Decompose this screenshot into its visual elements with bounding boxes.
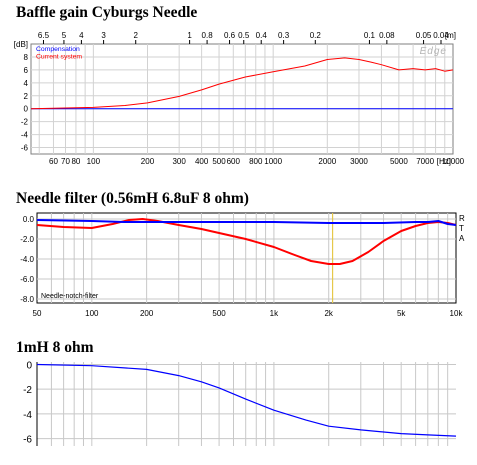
chart1-x-tick-label: 70 — [61, 157, 70, 166]
chart2-x-tick-label: 500 — [212, 309, 226, 318]
chart1-x-tick-label: 500 — [212, 157, 226, 166]
chart2-legend-text: Needle-notch-filter — [41, 293, 99, 300]
chart2-y-tick-label: -8.0 — [20, 295, 34, 304]
chart2-y-tick-label: -4.0 — [20, 255, 34, 264]
chart1-y-tick-label: 8 — [24, 53, 29, 62]
chart2-x-tick-label: 2k — [324, 309, 333, 318]
chart2-plot-area — [36, 212, 457, 304]
chart1-top-tick-label: 0.4 — [256, 31, 268, 40]
chart1-x-tick-label: 800 — [249, 157, 263, 166]
chart1-x-tick-label: 3000 — [350, 157, 368, 166]
chart2-x-tick-label: 5k — [397, 309, 406, 318]
chart1-series-current-system — [30, 57, 454, 110]
chart2-title: Needle filter (0.56mH 6.8uF 8 ohm) — [16, 190, 249, 207]
chart3-y-tick-label: -4 — [23, 410, 32, 421]
chart1-top-tick-label: 0.3 — [278, 31, 290, 40]
chart2-series-1 — [36, 218, 457, 265]
chart1-x-tick-label: 2000 — [318, 157, 336, 166]
chart1-legend-current-system: Current system — [36, 54, 82, 61]
chart2-side-label-r: R — [459, 214, 465, 223]
chart2-side-label-t: T — [459, 224, 464, 233]
chart3-y-tick-label: -2 — [23, 385, 32, 396]
chart1-top-tick-label: 0.6 — [224, 31, 236, 40]
chart1-plot-area — [30, 43, 454, 155]
chart1-y-tick-label: -4 — [21, 131, 29, 140]
chart1-x-tick-label: 5000 — [390, 157, 408, 166]
chart1-x-tick-label: 7000 — [416, 157, 434, 166]
chart1-y-tick-label: -6 — [21, 144, 29, 153]
chart1-title: Baffle gain Cyburgs Needle — [16, 4, 198, 21]
chart1-x-tick-label: 1000 — [264, 157, 282, 166]
chart1-top-tick-label: 5 — [62, 31, 67, 40]
chart1-y-tick-label: 4 — [24, 79, 29, 88]
chart3-y-tick-label: -6 — [23, 435, 32, 446]
chart1-y-tick-label: 2 — [24, 92, 29, 101]
chart1-y-tick-label: 6 — [24, 66, 29, 75]
chart3-y-tick-label: 0 — [26, 360, 32, 371]
chart1-x-tick-label: 80 — [71, 157, 80, 166]
chart1-top-tick-label: 0.04 — [433, 31, 449, 40]
chart1-x-tick-label: 200 — [141, 157, 155, 166]
chart2-x-tick-label: 10k — [450, 309, 464, 318]
chart1-top-tick-label: 1 — [187, 31, 192, 40]
chart1-top-tick-label: 0.08 — [379, 31, 395, 40]
chart1-x-tick-label: 600 — [227, 157, 241, 166]
chart1-watermark: Edge — [420, 46, 447, 57]
chart1-top-tick-label: 0.5 — [238, 31, 250, 40]
chart2-y-tick-label: 0.0 — [23, 215, 35, 224]
chart2-x-tick-label: 50 — [33, 309, 42, 318]
chart1-top-tick-label: 0.1 — [364, 31, 376, 40]
chart2-series-2 — [36, 219, 457, 226]
chart1-top-tick-label: 0.8 — [202, 31, 214, 40]
chart1-top-tick-label: 0.2 — [310, 31, 322, 40]
chart1-x-tick-label: 400 — [195, 157, 209, 166]
chart2-x-tick-label: 100 — [85, 309, 99, 318]
chart1-top-tick-label: 6.5 — [38, 31, 50, 40]
chart1-x-tick-label: 300 — [172, 157, 186, 166]
chart1-x-tick-label: 60 — [49, 157, 58, 166]
chart2-side-label-a: A — [459, 234, 465, 243]
chart2-x-tick-label: 200 — [140, 309, 154, 318]
chart1-legend-compensation: Compensation — [36, 46, 80, 53]
chart1-top-tick-label: 2 — [133, 31, 138, 40]
chart3-title: 1mH 8 ohm — [16, 339, 94, 356]
chart3-series-1 — [36, 363, 457, 437]
chart1-top-tick-label: 3 — [101, 31, 106, 40]
chart1-x-tick-label: 10000 — [442, 157, 465, 166]
chart2-x-tick-label: 1k — [270, 309, 279, 318]
chart1-y-tick-label: 0 — [24, 105, 29, 114]
chart2-y-tick-label: -6.0 — [20, 275, 34, 284]
chart1-y-tick-label: -2 — [21, 118, 29, 127]
chart1-top-axis-label: [m] — [445, 31, 456, 40]
chart1-x-tick-label: 100 — [87, 157, 101, 166]
chart1-x-axis-label: [Hz] — [437, 157, 451, 166]
chart1-top-tick-label: 0.05 — [416, 31, 432, 40]
chart1-y-axis-label: [dB] — [14, 40, 28, 49]
chart2-y-tick-label: -2.0 — [20, 235, 34, 244]
chart1-top-tick-label: 4 — [79, 31, 84, 40]
